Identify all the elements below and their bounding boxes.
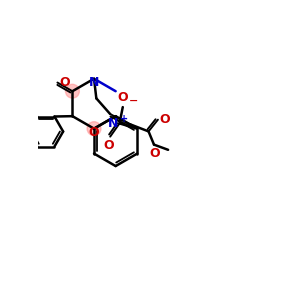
Circle shape <box>87 122 101 136</box>
Text: O: O <box>149 147 160 161</box>
Text: O: O <box>89 126 99 139</box>
Text: N: N <box>89 76 99 89</box>
Text: O: O <box>104 140 114 152</box>
Text: O: O <box>118 91 128 104</box>
Text: O: O <box>59 76 70 89</box>
Text: O: O <box>160 113 170 126</box>
Text: −: − <box>129 96 139 106</box>
Text: +: + <box>120 114 128 124</box>
Circle shape <box>65 84 80 98</box>
Text: N: N <box>108 117 119 130</box>
